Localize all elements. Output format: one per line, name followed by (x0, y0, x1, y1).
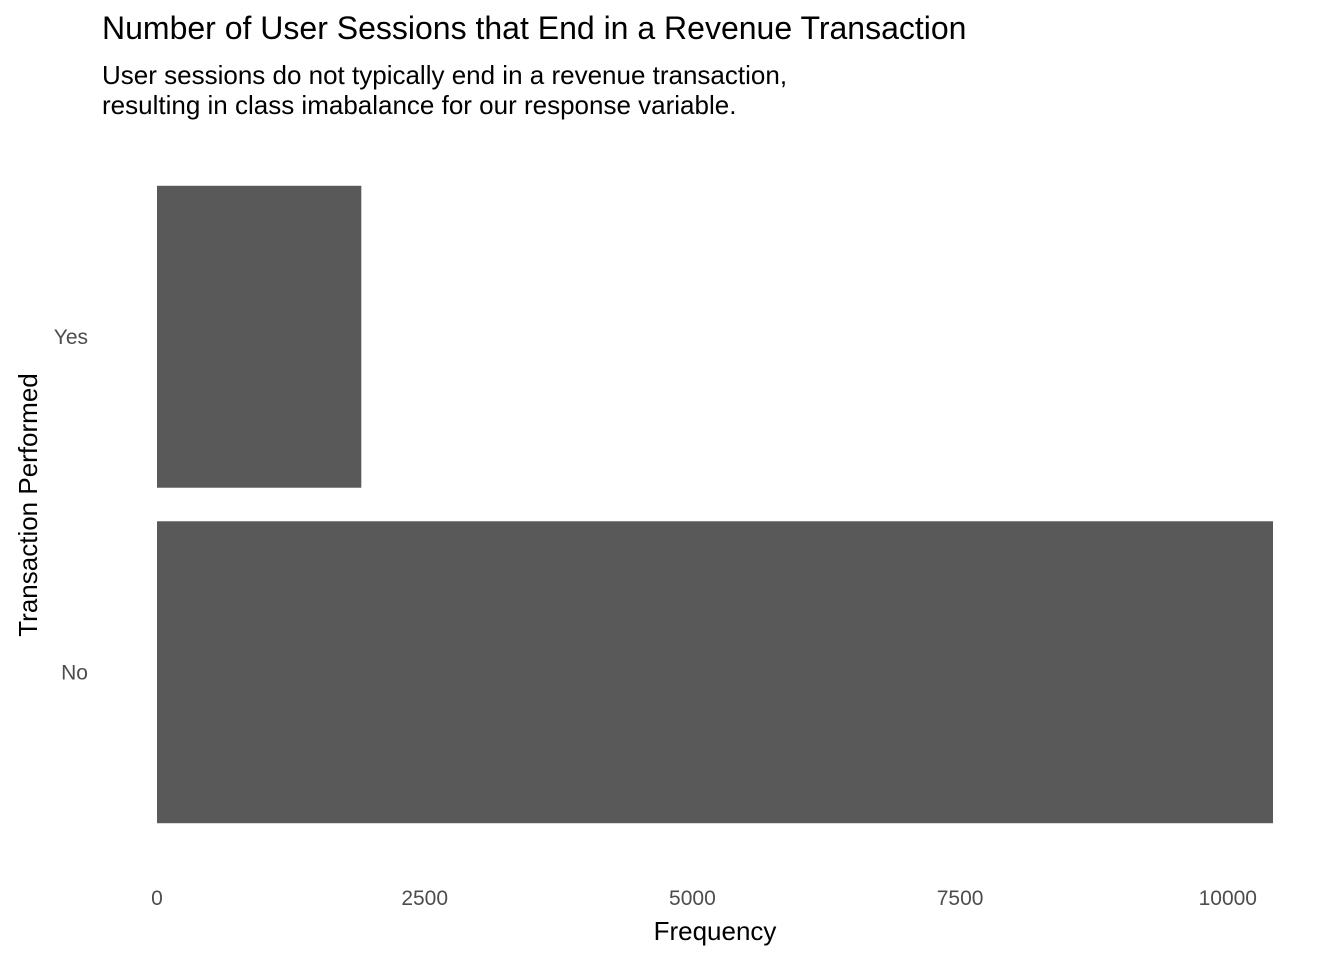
y-tick-label-no: No (61, 661, 88, 684)
x-axis-title: Frequency (654, 916, 777, 946)
x-tick-label-0: 0 (151, 887, 163, 910)
x-tick-label-7500: 7500 (937, 887, 984, 910)
y-tick-label-yes: Yes (54, 326, 88, 349)
x-tick-label-5000: 5000 (669, 887, 716, 910)
bar-yes (157, 185, 362, 488)
x-tick-label-2500: 2500 (401, 887, 448, 910)
x-tick-label-10000: 10000 (1199, 887, 1257, 910)
chart-title: Number of User Sessions that End in a Re… (102, 10, 967, 46)
subtitle-line-1: User sessions do not typically end in a … (102, 60, 788, 90)
y-axis-title: Transaction Performed (13, 373, 43, 636)
x-tick-labels: 0 2500 5000 7500 10000 (151, 887, 1257, 910)
bars-group (157, 185, 1273, 824)
chart-subtitle: User sessions do not typically end in a … (102, 60, 787, 120)
y-tick-labels: No Yes (54, 326, 88, 685)
bar-no (157, 521, 1273, 824)
subtitle-line-2: resulting in class imabalance for our re… (102, 90, 737, 120)
